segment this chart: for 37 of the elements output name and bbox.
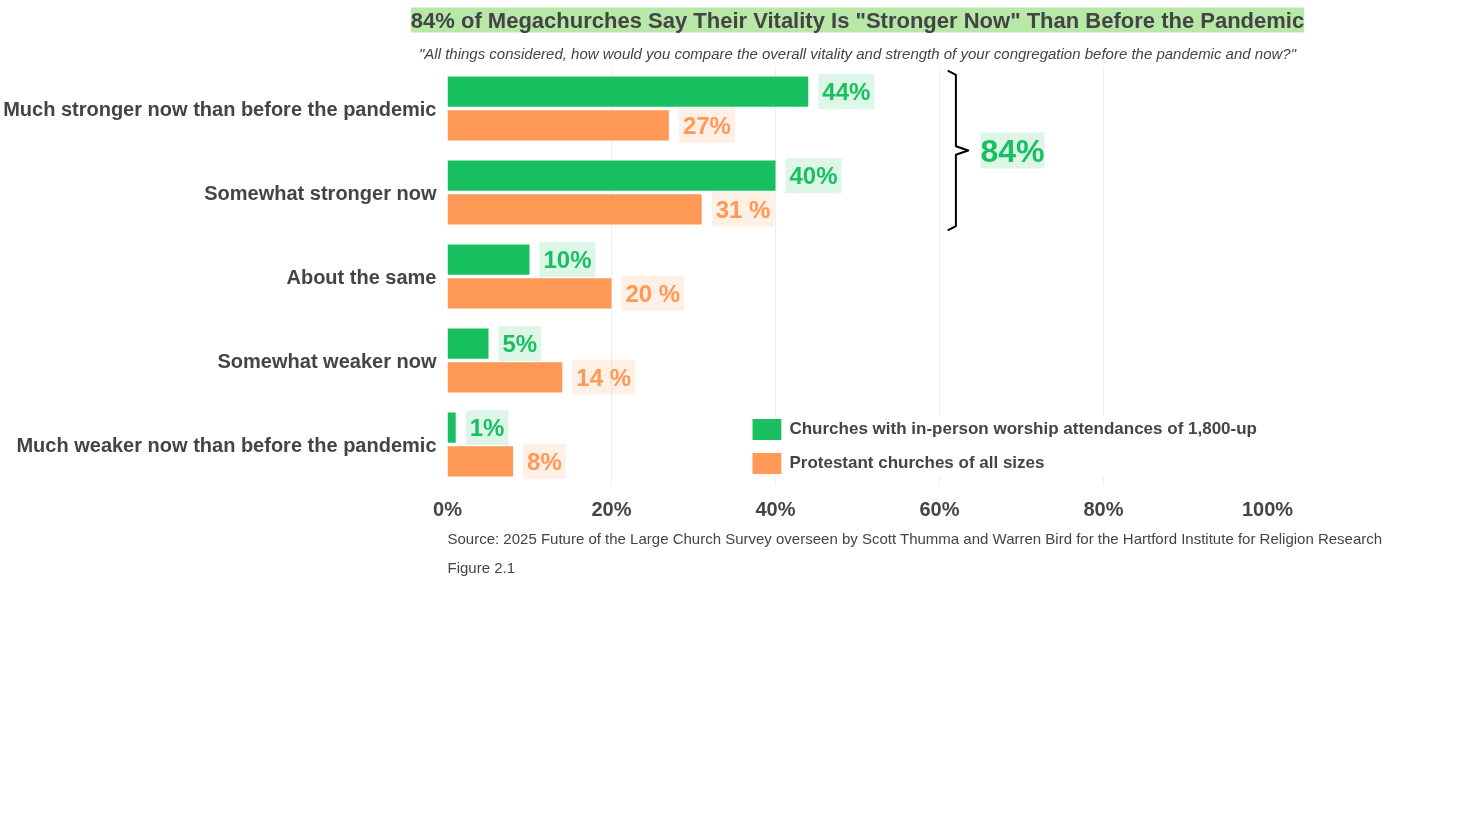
- y-tick-label: Somewhat weaker now: [217, 349, 437, 372]
- data-label: 10%: [543, 246, 592, 274]
- chart-title: 84% of Megachurches Say Their Vitality Is "Stronger Now" Than Before the Pandemic: [410, 7, 1305, 33]
- data-label: 8%: [527, 447, 562, 475]
- x-tick-label: 20%: [591, 497, 632, 520]
- x-tick-label: 100%: [1241, 497, 1294, 520]
- y-tick-label: About the same: [286, 265, 437, 288]
- annotation: 84%: [980, 132, 1045, 169]
- bar: [447, 194, 702, 225]
- data-label: 5%: [502, 330, 538, 358]
- y-tick-label: Much stronger now than before the pandemic: [3, 97, 437, 120]
- chart-subtitle: "All things considered, how would you compare the overall vitality and strength of your congregation before the pandemic and now?": [419, 44, 1297, 62]
- data-label: 44%: [822, 78, 871, 106]
- bar: [447, 244, 530, 275]
- bar: [447, 412, 456, 443]
- x-tick-label: 0%: [433, 497, 463, 520]
- data-label: 31 %: [715, 195, 771, 223]
- x-tick-label: 60%: [919, 497, 960, 520]
- data-label: 40%: [789, 162, 838, 190]
- bar: [447, 160, 776, 191]
- x-tick-label: 40%: [755, 497, 796, 520]
- bar: [447, 110, 669, 141]
- bar: [447, 328, 489, 359]
- legend-label: Protestant churches of all sizes: [789, 453, 1045, 473]
- y-tick-label: Somewhat stronger now: [204, 181, 437, 204]
- data-label: 1%: [469, 414, 505, 442]
- y-tick-label: Much weaker now than before the pandemic: [16, 433, 437, 456]
- bar: [447, 76, 809, 107]
- bar: [447, 362, 563, 393]
- x-tick-label: 80%: [1083, 497, 1124, 520]
- data-label: 27%: [682, 111, 731, 139]
- caption: Figure 2.1: [447, 558, 516, 576]
- legend-label: Churches with in-person worship attendances of 1,800-up: [789, 419, 1257, 439]
- data-label: 20 %: [625, 279, 681, 307]
- source-note: Source: 2025 Future of the Large Church Survey overseen by Scott Thumma and Warren Bird for the Hartford Institute for Religion Research: [447, 529, 1383, 547]
- bar: [447, 278, 612, 309]
- data-label: 14 %: [576, 363, 631, 391]
